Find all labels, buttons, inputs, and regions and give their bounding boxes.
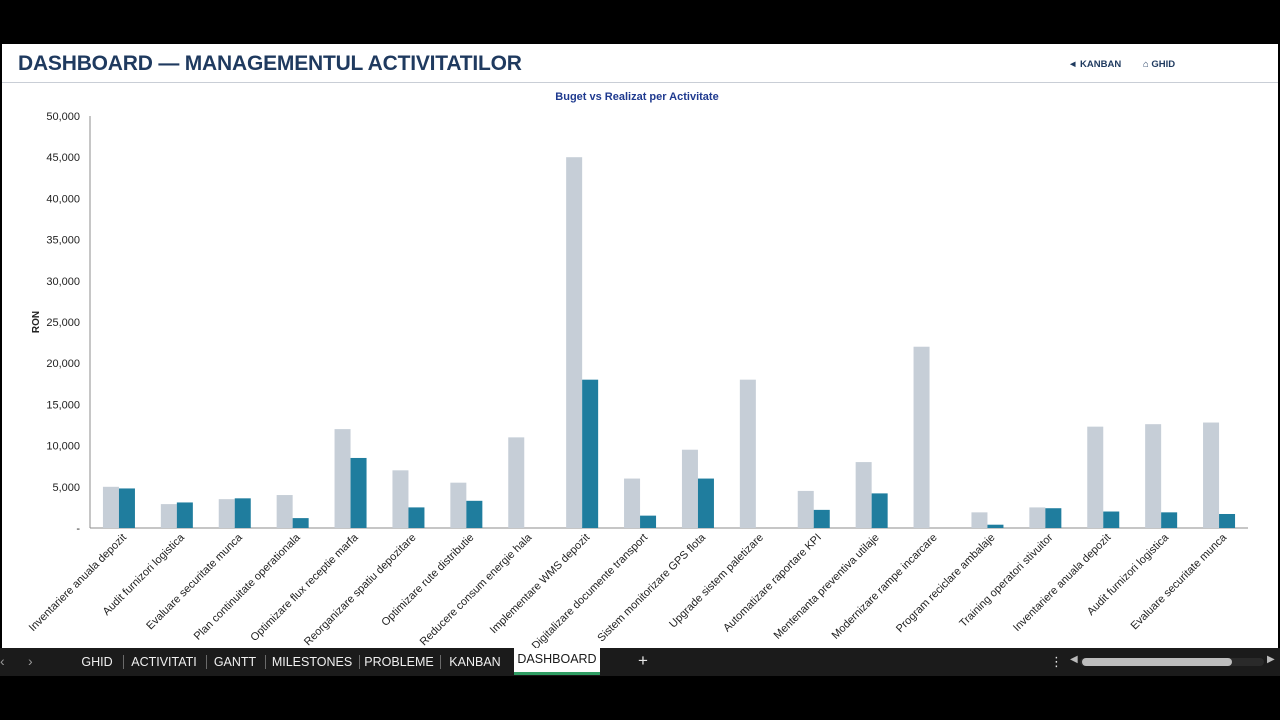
- bar-realizat: [1103, 511, 1120, 528]
- bar-buget: [450, 482, 467, 528]
- bar-buget: [624, 478, 641, 528]
- bar-buget: [797, 490, 814, 528]
- horizontal-scrollbar-thumb[interactable]: [1082, 658, 1232, 666]
- bar-buget: [508, 437, 525, 528]
- x-tick-label: Digitalizare documente transport: [530, 532, 650, 648]
- y-tick-label: 15,000: [46, 399, 80, 411]
- bar-realizat: [408, 507, 425, 528]
- y-tick-label: 5,000: [52, 482, 80, 494]
- x-tick-label: Reorganizare spatiu depozitare: [302, 532, 419, 648]
- budget-chart-svg: Buget vs Realizat per Activitate RON - 5,00…: [27, 91, 1248, 648]
- bar-realizat: [118, 488, 135, 528]
- dashboard-sheet: DASHBOARD — MANAGEMENTUL ACTIVITATILOR ◄…: [2, 44, 1278, 648]
- x-tick-label: Implementare WMS depozit: [488, 532, 592, 636]
- bar-realizat: [176, 502, 193, 528]
- bar-realizat: [813, 509, 830, 528]
- budget-chart[interactable]: Buget vs Realizat per Activitate RON - 5,00…: [2, 82, 1278, 648]
- tab-activitati[interactable]: ACTIVITATI: [131, 655, 197, 669]
- hscroll-right-icon[interactable]: ▶: [1267, 654, 1275, 665]
- x-tick-label: Training operatori stivuitor: [957, 531, 1055, 629]
- bar-buget: [334, 429, 351, 528]
- add-sheet-icon[interactable]: +: [638, 651, 648, 670]
- tab-gantt[interactable]: GANTT: [213, 655, 257, 669]
- tab-milestones[interactable]: MILESTONES: [271, 655, 353, 669]
- bar-buget: [1029, 507, 1046, 528]
- y-axis-label: RON: [31, 311, 42, 333]
- dashboard-header: DASHBOARD — MANAGEMENTUL ACTIVITATILOR ◄…: [2, 44, 1278, 83]
- bar-realizat: [871, 493, 888, 528]
- tab-separator: [265, 655, 266, 669]
- bar-realizat: [234, 498, 251, 528]
- window-top-strip: [0, 0, 1280, 44]
- bar-realizat: [1219, 513, 1236, 528]
- y-tick-label: 45,000: [46, 152, 80, 164]
- tab-probleme[interactable]: PROBLEME: [364, 655, 434, 669]
- y-tick-label: 25,000: [46, 317, 80, 329]
- x-tick-label: Mentenanta preventiva utilaje: [772, 532, 882, 642]
- bar-buget: [971, 512, 988, 528]
- bar-buget: [681, 449, 698, 528]
- bar-buget: [855, 462, 872, 528]
- bar-buget: [218, 499, 235, 528]
- more-options-icon[interactable]: ⋮: [1050, 654, 1063, 669]
- bar-buget: [913, 346, 930, 528]
- bar-buget: [1087, 426, 1104, 528]
- bar-buget: [1203, 422, 1220, 528]
- bar-buget: [566, 157, 583, 528]
- x-tick-label: Plan continuitate operationala: [192, 531, 304, 643]
- bar-buget: [1145, 424, 1162, 528]
- x-tick-label: Evaluare securitate munca: [1129, 531, 1230, 632]
- bar-realizat: [640, 515, 657, 528]
- hscroll-left-icon[interactable]: ◀: [1070, 654, 1078, 665]
- tab-separator: [123, 655, 124, 669]
- tab-separator: [440, 655, 441, 669]
- page-title: DASHBOARD — MANAGEMENTUL ACTIVITATILOR: [18, 52, 522, 75]
- bar-realizat: [466, 500, 483, 528]
- x-tick-label: Automatizare raportare KPI: [721, 532, 824, 635]
- bar-buget: [392, 470, 409, 528]
- y-tick-label: 10,000: [46, 441, 80, 453]
- bar-buget: [160, 504, 177, 528]
- x-tick-label: Inventariere anuala depozit: [27, 532, 129, 634]
- bar-realizat: [697, 478, 714, 528]
- x-tick-label: Optimizare flux receptie marfa: [248, 531, 361, 644]
- bar-realizat: [582, 379, 599, 528]
- y-tick-label: 30,000: [46, 276, 80, 288]
- tab-scroll-right-icon[interactable]: ›: [28, 653, 33, 669]
- sheet-tab-bar: ‹ › GHID ACTIVITATI GANTT MILESTONES PRO…: [0, 648, 1280, 676]
- tab-kanban[interactable]: KANBAN: [449, 655, 501, 669]
- bar-buget: [739, 379, 756, 528]
- bar-buget: [276, 495, 293, 528]
- tab-ghid[interactable]: GHID: [81, 655, 113, 669]
- bar-buget: [102, 486, 119, 528]
- chart-title: Buget vs Realizat per Activitate: [555, 91, 718, 103]
- x-tick-label: Upgrade sistem paletizare: [667, 532, 766, 631]
- y-tick-label: 50,000: [46, 111, 80, 123]
- x-tick-label: Optimizare rute distributie: [379, 532, 476, 629]
- tab-separator: [359, 655, 360, 669]
- x-tick-label: Modernizare rampe incarcare: [830, 532, 940, 642]
- bar-realizat: [1045, 508, 1062, 528]
- tab-separator: [206, 655, 207, 669]
- y-tick-label: 20,000: [46, 358, 80, 370]
- x-tick-label: Inventariere anuala depozit: [1011, 532, 1113, 634]
- window-bottom-strip: [0, 676, 1280, 720]
- bar-realizat: [1161, 512, 1178, 528]
- x-tick-label: Reducere consum energie hala: [418, 531, 535, 648]
- kanban-nav-link[interactable]: ◄ KANBAN: [1068, 59, 1122, 70]
- x-tick-label: Evaluare securitate munca: [144, 531, 245, 632]
- bar-realizat: [987, 524, 1004, 528]
- y-tick-label: 40,000: [46, 193, 80, 205]
- ghid-nav-link[interactable]: ⌂ GHID: [1143, 59, 1176, 70]
- y-tick-label: 35,000: [46, 235, 80, 247]
- bar-realizat: [292, 518, 309, 528]
- tab-scroll-left-icon[interactable]: ‹: [0, 653, 5, 669]
- x-tick-label: Sistem monitorizare GPS flota: [595, 531, 708, 644]
- y-tick-label: -: [76, 523, 80, 535]
- bar-realizat: [350, 457, 367, 528]
- x-tick-label: Program reciclare ambalaje: [894, 532, 998, 636]
- tab-dashboard[interactable]: DASHBOARD: [514, 648, 600, 675]
